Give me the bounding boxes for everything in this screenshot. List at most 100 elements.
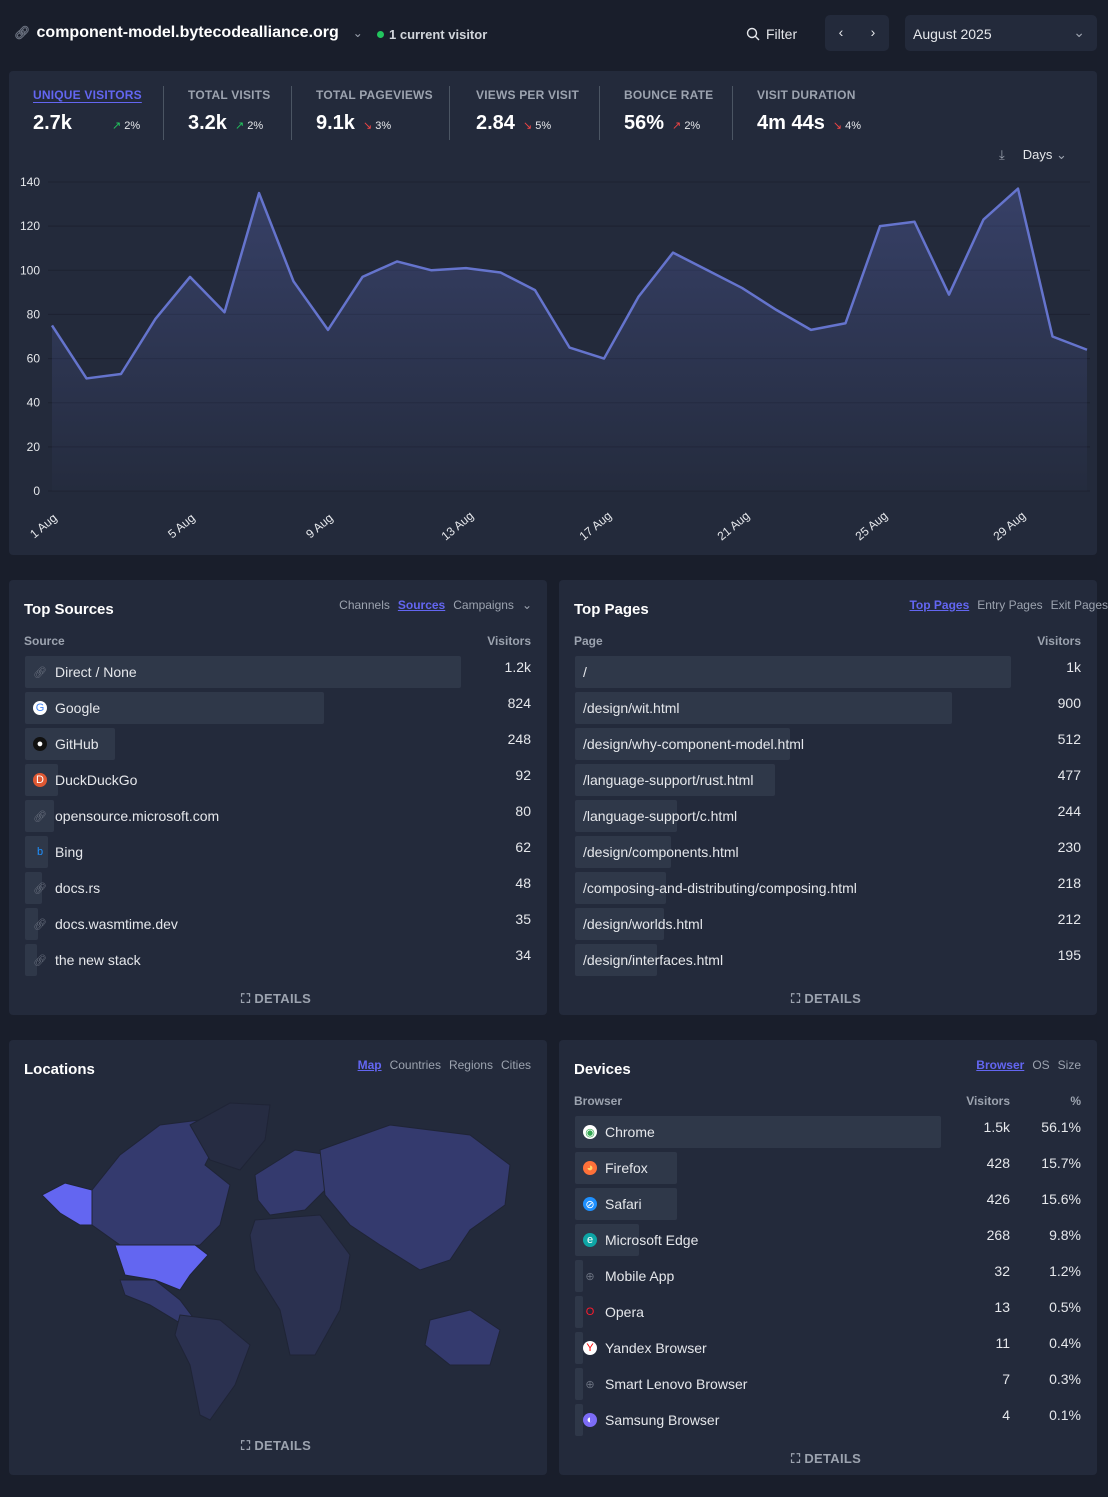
list-item[interactable]: 🔗︎ opensource.microsoft.com 80: [25, 800, 531, 832]
list-item[interactable]: Y Yandex Browser 11 0.4%: [575, 1332, 1081, 1364]
list-item[interactable]: ⊕ Mobile App 32 1.2%: [575, 1260, 1081, 1292]
data-point[interactable]: [671, 251, 675, 255]
list-item[interactable]: G Google 824: [25, 692, 531, 724]
tab-countries[interactable]: Countries: [389, 1058, 441, 1072]
data-point[interactable]: [947, 293, 951, 297]
devices-details-button[interactable]: ⛶ DETAILS: [791, 1451, 861, 1467]
tab-channels[interactable]: Channels: [339, 598, 390, 612]
list-item[interactable]: ⊘ Safari 426 15.6%: [575, 1188, 1081, 1220]
stat-visit-duration[interactable]: VISIT DURATION 4m 44s ↘ 4%: [757, 88, 861, 135]
data-point[interactable]: [188, 275, 192, 279]
download-icon[interactable]: ⤓: [999, 147, 1005, 162]
data-point[interactable]: [430, 268, 434, 272]
data-point[interactable]: [913, 220, 917, 224]
list-item[interactable]: O Opera 13 0.5%: [575, 1296, 1081, 1328]
data-point[interactable]: [740, 286, 744, 290]
next-period-button[interactable]: ›: [870, 24, 876, 40]
tab-map[interactable]: Map: [357, 1058, 382, 1072]
list-item[interactable]: e Microsoft Edge 268 9.8%: [575, 1224, 1081, 1256]
stat-bounce-rate[interactable]: BOUNCE RATE 56% ↗ 2%: [624, 88, 713, 135]
data-point[interactable]: [464, 266, 468, 270]
data-point[interactable]: [257, 191, 261, 195]
data-point[interactable]: [533, 288, 537, 292]
tab-regions[interactable]: Regions: [448, 1058, 493, 1072]
data-point[interactable]: [982, 218, 986, 222]
list-item[interactable]: /design/interfaces.html 195: [575, 944, 1081, 976]
data-point[interactable]: [809, 328, 813, 332]
visitors-chart[interactable]: 0 20 40 60 80 100 120 140 1 Aug 5 Aug 9 Aug 13 Aug 1…: [0, 170, 1108, 550]
list-item[interactable]: ◐ Samsung Browser 4 0.1%: [575, 1404, 1081, 1436]
previous-period-button[interactable]: ‹: [838, 24, 844, 40]
stat-total-visits[interactable]: TOTAL VISITS 3.2k ↗ 2%: [188, 88, 270, 135]
data-point[interactable]: [361, 275, 365, 279]
tab-top-pages[interactable]: Top Pages: [909, 598, 970, 612]
filter-button[interactable]: Filter: [746, 26, 797, 42]
sources-details-button[interactable]: ⛶ DETAILS: [241, 991, 311, 1007]
data-point[interactable]: [395, 259, 399, 263]
data-point[interactable]: [602, 357, 606, 361]
list-item[interactable]: /composing-and-distributing/composing.ht…: [575, 872, 1081, 904]
arrow-down-icon: ↘: [832, 120, 846, 132]
data-point[interactable]: [1051, 335, 1055, 339]
chevron-down-icon[interactable]: ⌄: [521, 598, 532, 612]
details-label: DETAILS: [254, 1438, 312, 1453]
tab-campaigns[interactable]: Campaigns: [453, 598, 514, 612]
interval-select[interactable]: Days ⌄: [1023, 147, 1067, 163]
list-item[interactable]: ● GitHub 248: [25, 728, 531, 760]
data-point[interactable]: [119, 372, 123, 376]
site-switcher[interactable]: 🔗︎ component-model.bytecodealliance.org …: [14, 24, 363, 42]
tab-sources[interactable]: Sources: [397, 598, 446, 612]
stat-views-per-visit[interactable]: VIEWS PER VISIT 2.84 ↘ 5%: [476, 88, 579, 135]
data-point[interactable]: [326, 328, 330, 332]
list-item[interactable]: 🔗︎ docs.wasmtime.dev 35: [25, 908, 531, 940]
data-point[interactable]: [637, 295, 641, 299]
pages-details-button[interactable]: ⛶ DETAILS: [791, 991, 861, 1007]
list-item[interactable]: 🔗︎ Direct / None 1.2k: [25, 656, 531, 688]
edge-icon: e: [583, 1233, 597, 1247]
stat-value: 2.7k: [33, 112, 72, 134]
item-visitors: 62: [515, 839, 531, 855]
x-tick-label: 25 Aug: [853, 509, 891, 544]
list-item[interactable]: 🔗︎ the new stack 34: [25, 944, 531, 976]
list-item[interactable]: 🔗︎ docs.rs 48: [25, 872, 531, 904]
list-item[interactable]: /design/components.html 230: [575, 836, 1081, 868]
list-item[interactable]: ◕ Firefox 428 15.7%: [575, 1152, 1081, 1184]
tab-os[interactable]: OS: [1032, 1058, 1050, 1072]
tab-size[interactable]: Size: [1057, 1058, 1081, 1072]
data-point[interactable]: [50, 323, 54, 327]
tab-exit-pages[interactable]: Exit Pages: [1050, 598, 1108, 612]
data-point[interactable]: [844, 321, 848, 325]
x-tick-label: 13 Aug: [439, 509, 477, 544]
data-point[interactable]: [292, 279, 296, 283]
proportion-bar: [575, 1368, 583, 1400]
data-point[interactable]: [499, 270, 503, 274]
data-point[interactable]: [1085, 348, 1089, 352]
data-point[interactable]: [568, 346, 572, 350]
tab-cities[interactable]: Cities: [500, 1058, 531, 1072]
list-item[interactable]: D DuckDuckGo 92: [25, 764, 531, 796]
data-point[interactable]: [775, 308, 779, 312]
data-point[interactable]: [706, 268, 710, 272]
data-point[interactable]: [1016, 187, 1020, 191]
list-item[interactable]: /design/why-component-model.html 512: [575, 728, 1081, 760]
data-point[interactable]: [154, 317, 158, 321]
stat-unique-visitors[interactable]: UNIQUE VISITORS 2.7k ↗ 2%: [33, 88, 142, 135]
list-item[interactable]: ⊕ Smart Lenovo Browser 7 0.3%: [575, 1368, 1081, 1400]
list-item[interactable]: /language-support/rust.html 477: [575, 764, 1081, 796]
data-point[interactable]: [85, 376, 89, 380]
data-point[interactable]: [878, 224, 882, 228]
current-visitors[interactable]: 1 current visitor: [377, 27, 487, 42]
locations-details-button[interactable]: ⛶ DETAILS: [241, 1438, 311, 1454]
list-item[interactable]: /language-support/c.html 244: [575, 800, 1081, 832]
list-item[interactable]: b Bing 62: [25, 836, 531, 868]
tab-browser[interactable]: Browser: [976, 1058, 1025, 1072]
list-item[interactable]: /design/wit.html 900: [575, 692, 1081, 724]
world-map[interactable]: [30, 1095, 530, 1425]
stat-total-pageviews[interactable]: TOTAL PAGEVIEWS 9.1k ↘ 3%: [316, 88, 433, 135]
data-point[interactable]: [223, 310, 227, 314]
list-item[interactable]: ◉ Chrome 1.5k 56.1%: [575, 1116, 1081, 1148]
period-select[interactable]: August 2025 ⌄: [905, 15, 1097, 51]
list-item[interactable]: /design/worlds.html 212: [575, 908, 1081, 940]
tab-entry-pages[interactable]: Entry Pages: [977, 598, 1043, 612]
list-item[interactable]: / 1k: [575, 656, 1081, 688]
